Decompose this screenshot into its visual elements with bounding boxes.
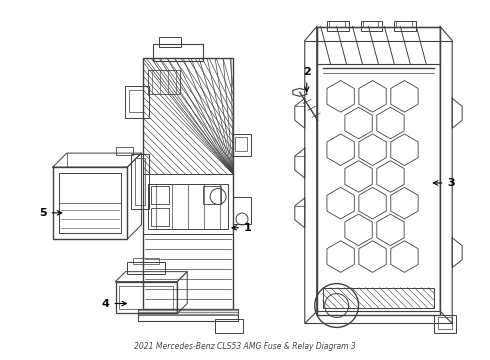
Bar (116, 282, 177, 314)
Text: 4: 4 (101, 298, 126, 309)
Bar (59, 173, 122, 233)
Bar (151, 208, 169, 226)
Bar (138, 310, 238, 321)
Bar (159, 37, 181, 46)
Bar (327, 21, 348, 31)
Bar (144, 234, 233, 310)
Bar (323, 288, 434, 307)
Text: 2: 2 (303, 67, 311, 91)
Bar (127, 262, 165, 274)
Text: 3: 3 (433, 178, 455, 188)
Bar (434, 315, 456, 333)
Bar (129, 90, 144, 112)
Bar (148, 184, 228, 229)
Bar (317, 27, 440, 64)
Bar (144, 58, 233, 310)
Bar (203, 186, 221, 204)
Bar (215, 319, 243, 333)
Bar (125, 86, 149, 118)
Bar (233, 134, 251, 156)
Bar (438, 318, 452, 329)
Text: 5: 5 (39, 208, 62, 218)
Text: 2021 Mercedes-Benz CLS53 AMG Fuse & Relay Diagram 3: 2021 Mercedes-Benz CLS53 AMG Fuse & Rela… (134, 342, 356, 351)
Bar (131, 154, 149, 209)
Bar (144, 58, 233, 174)
Bar (116, 147, 133, 155)
Bar (53, 167, 127, 239)
Bar (153, 44, 203, 62)
Text: 1: 1 (232, 223, 252, 233)
Bar (394, 21, 416, 31)
Bar (151, 186, 169, 204)
Bar (235, 137, 247, 151)
Bar (135, 158, 146, 205)
Bar (120, 285, 173, 310)
Bar (133, 258, 159, 264)
Bar (317, 27, 440, 315)
Bar (361, 21, 383, 31)
Bar (138, 310, 238, 315)
Bar (148, 71, 180, 94)
Bar (233, 197, 251, 224)
